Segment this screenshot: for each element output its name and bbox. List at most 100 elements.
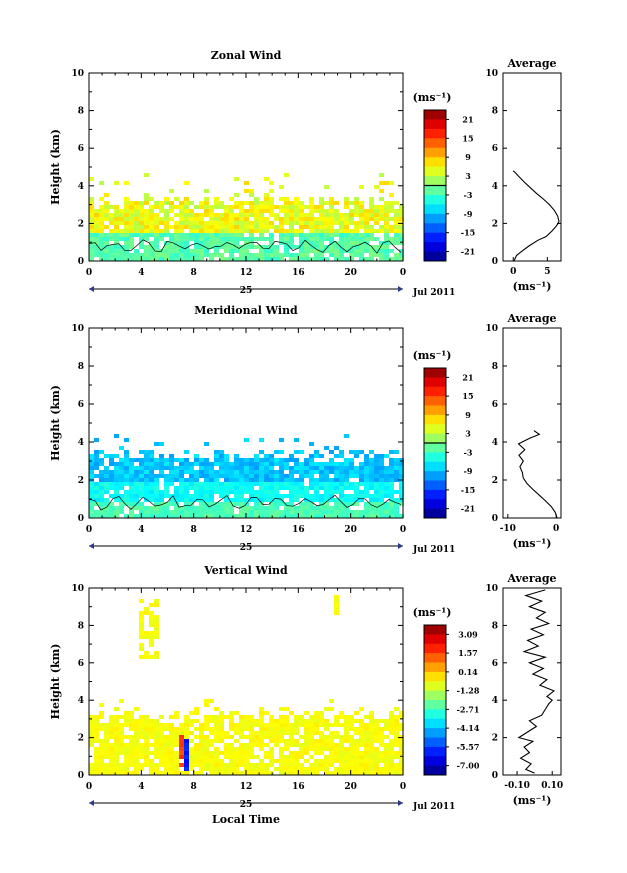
heatmap-cell <box>319 739 324 743</box>
heatmap-cell <box>319 510 324 514</box>
x-tick-label: 20 <box>344 268 357 278</box>
heatmap-cell <box>354 747 359 751</box>
colorbar-tick-label: -5.57 <box>457 742 480 752</box>
heatmap-cell <box>289 225 294 229</box>
heatmap-cell <box>199 494 204 498</box>
heatmap-cell <box>169 237 174 241</box>
heatmap-cell <box>284 486 289 490</box>
heatmap-cell <box>229 205 234 209</box>
heatmap-cell <box>159 731 164 735</box>
heatmap-cell <box>159 751 164 755</box>
heatmap-cell <box>129 458 134 462</box>
y-tick-label: 0 <box>78 514 84 524</box>
heatmap-cell <box>124 213 129 217</box>
heatmap-cell <box>394 458 399 462</box>
heatmap-cell <box>369 474 374 478</box>
heatmap-cell <box>149 631 154 635</box>
heatmap-cell <box>224 755 229 759</box>
heatmap-cell <box>89 731 94 735</box>
heatmap-cell <box>169 715 174 719</box>
heatmap-cell <box>369 763 374 767</box>
heatmap-cell <box>189 711 194 715</box>
heatmap-cell <box>94 221 99 225</box>
heatmap-cell <box>359 233 364 237</box>
heatmap-cell <box>294 743 299 747</box>
heatmap-cell <box>239 257 244 261</box>
heatmap-cell <box>399 735 404 739</box>
heatmap-cell <box>364 213 369 217</box>
heatmap-cell <box>304 245 309 249</box>
heatmap-cell <box>369 205 374 209</box>
heatmap-cell <box>234 731 239 735</box>
heatmap-cell <box>264 201 269 205</box>
heatmap-cell <box>169 763 174 767</box>
heatmap-cell <box>344 727 349 731</box>
heatmap-cell <box>124 743 129 747</box>
heatmap-cell <box>389 767 394 771</box>
heatmap-cell <box>294 759 299 763</box>
heatmap-cell <box>349 221 354 225</box>
colorbar-tick-label: -3 <box>464 447 473 457</box>
heatmap-cell <box>194 510 199 514</box>
heatmap-cell <box>219 221 224 225</box>
heatmap-cell <box>139 205 144 209</box>
heatmap-cell <box>344 482 349 486</box>
heatmap-cell <box>299 205 304 209</box>
colorbar-swatch <box>424 204 446 215</box>
heatmap-cell <box>329 731 334 735</box>
average-y-tick-label: 8 <box>492 362 498 372</box>
heatmap-cell <box>364 458 369 462</box>
heatmap-cell <box>349 470 354 474</box>
heatmap-cell <box>109 474 114 478</box>
heatmap-cell <box>204 237 209 241</box>
heatmap-cell <box>89 506 94 510</box>
heatmap-cell <box>199 245 204 249</box>
heatmap-cell <box>204 703 209 707</box>
heatmap-cell <box>384 494 389 498</box>
heatmap-cell <box>169 510 174 514</box>
heatmap-cell <box>284 494 289 498</box>
heatmap-cell <box>284 217 289 221</box>
heatmap-cell <box>124 478 129 482</box>
heatmap-cell <box>319 735 324 739</box>
heatmap-cell <box>264 177 269 181</box>
heatmap-cell <box>89 743 94 747</box>
heatmap-cell <box>259 257 264 261</box>
day-bar-end <box>398 286 403 292</box>
heatmap-cell <box>124 514 129 518</box>
heatmap-cell <box>129 727 134 731</box>
heatmap-cell <box>334 502 339 506</box>
heatmap-cell <box>394 217 399 221</box>
heatmap-cell <box>284 462 289 466</box>
heatmap-cell <box>399 209 404 213</box>
heatmap-cell <box>224 229 229 233</box>
heatmap-cell <box>254 201 259 205</box>
heatmap-cell <box>114 245 119 249</box>
heatmap-cell <box>324 462 329 466</box>
heatmap-cell <box>304 205 309 209</box>
heatmap-cell <box>199 514 204 518</box>
heatmap-cell <box>109 759 114 763</box>
heatmap-cell <box>389 727 394 731</box>
heatmap-cell <box>259 739 264 743</box>
heatmap-cell <box>314 494 319 498</box>
heatmap-cell <box>319 767 324 771</box>
heatmap-cell <box>309 217 314 221</box>
heatmap-cell <box>274 257 279 261</box>
heatmap-cell <box>179 470 184 474</box>
average-x-tick-label: 0.10 <box>541 781 563 791</box>
x-tick-label: 0 <box>86 782 92 792</box>
heatmap-cell <box>274 253 279 257</box>
heatmap-cell <box>94 458 99 462</box>
heatmap-cell <box>299 490 304 494</box>
heatmap-cell <box>109 735 114 739</box>
heatmap-cell <box>94 486 99 490</box>
heatmap-cell <box>94 755 99 759</box>
heatmap-cell <box>129 755 134 759</box>
heatmap-cell <box>264 727 269 731</box>
heatmap-cell <box>389 478 394 482</box>
heatmap-cell <box>214 490 219 494</box>
heatmap-cell <box>184 514 189 518</box>
heatmap-cell <box>109 514 114 518</box>
heatmap-cell <box>259 249 264 253</box>
